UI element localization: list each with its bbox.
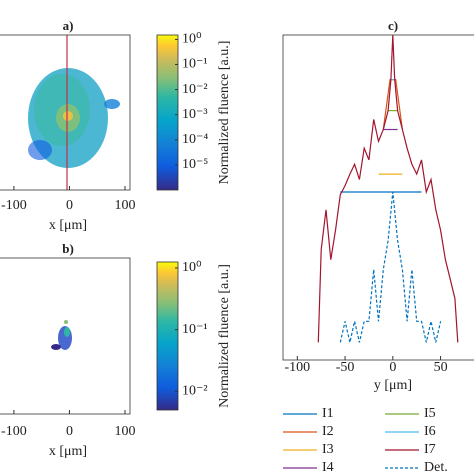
x-tick-label: -100 bbox=[1, 198, 27, 213]
x-tick-label: -100 bbox=[1, 424, 27, 439]
x-tick-label: -100 bbox=[284, 360, 310, 375]
x-tick-label: 100 bbox=[115, 424, 136, 439]
colorbar-tick-label: 10⁰ bbox=[182, 32, 202, 47]
colorbar-tick-label: 10⁻¹ bbox=[182, 57, 208, 72]
colorbar-tick-label: 10⁻² bbox=[182, 82, 208, 97]
colorbar bbox=[156, 261, 179, 411]
colorbar-label: Normalized fluence [a.u.] bbox=[217, 264, 232, 408]
plot-frame bbox=[0, 257, 131, 415]
x-tick-label: -50 bbox=[336, 360, 355, 375]
colorbar-tick-label: 10⁻² bbox=[182, 384, 208, 399]
legend-label: I1 bbox=[322, 406, 334, 421]
x-tick-label: 50 bbox=[434, 360, 448, 375]
legend-label: I4 bbox=[322, 460, 334, 474]
series-line bbox=[382, 79, 403, 130]
legend-label: I7 bbox=[424, 442, 436, 457]
heatmap-b bbox=[51, 320, 72, 350]
colorbar-tick-label: 10⁻³ bbox=[182, 107, 208, 122]
panel-title: a) bbox=[63, 18, 74, 33]
colorbar-label: Normalized fluence [a.u.] bbox=[217, 41, 232, 185]
x-axis-label: x [μm] bbox=[49, 444, 87, 459]
colorbar-tick-label: 10⁻⁴ bbox=[182, 132, 208, 147]
x-axis-label: x [μm] bbox=[49, 218, 87, 233]
colorbar-tick-label: 10⁻⁵ bbox=[182, 157, 208, 172]
series-line bbox=[317, 35, 459, 343]
plot-frame bbox=[282, 34, 474, 361]
colorbar-tick-label: 10⁻¹ bbox=[182, 322, 208, 337]
x-tick-label: 0 bbox=[389, 360, 396, 375]
panel-title: c) bbox=[388, 18, 398, 33]
lines bbox=[317, 35, 459, 343]
heatmap-a bbox=[28, 35, 120, 190]
panel-title: b) bbox=[62, 241, 74, 256]
series-line bbox=[339, 191, 442, 343]
legend-label: I6 bbox=[424, 424, 436, 439]
legend-label: I3 bbox=[322, 442, 334, 457]
colorbar bbox=[156, 34, 179, 191]
x-axis-label: y [μm] bbox=[374, 378, 412, 393]
x-tick-label: 100 bbox=[115, 198, 136, 213]
legend-label: I2 bbox=[322, 424, 334, 439]
legend-label: Det. bbox=[424, 460, 448, 474]
x-tick-label: 0 bbox=[66, 424, 73, 439]
x-tick-label: 0 bbox=[66, 198, 73, 213]
legend-label: I5 bbox=[424, 406, 436, 421]
colorbar-tick-label: 10⁰ bbox=[182, 260, 202, 275]
plot-frame bbox=[0, 34, 131, 191]
